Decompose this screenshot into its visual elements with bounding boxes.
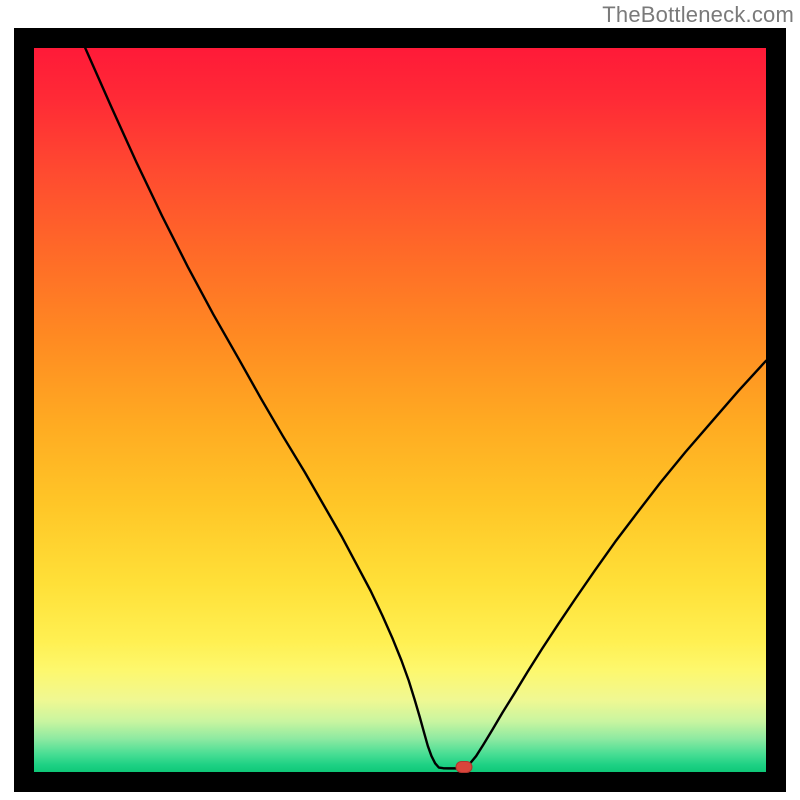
watermark: TheBottleneck.com: [602, 2, 794, 28]
optimal-marker: [455, 761, 472, 773]
plot-frame: [14, 28, 786, 792]
bottleneck-curve: [34, 48, 766, 772]
plot-area: [34, 48, 766, 772]
